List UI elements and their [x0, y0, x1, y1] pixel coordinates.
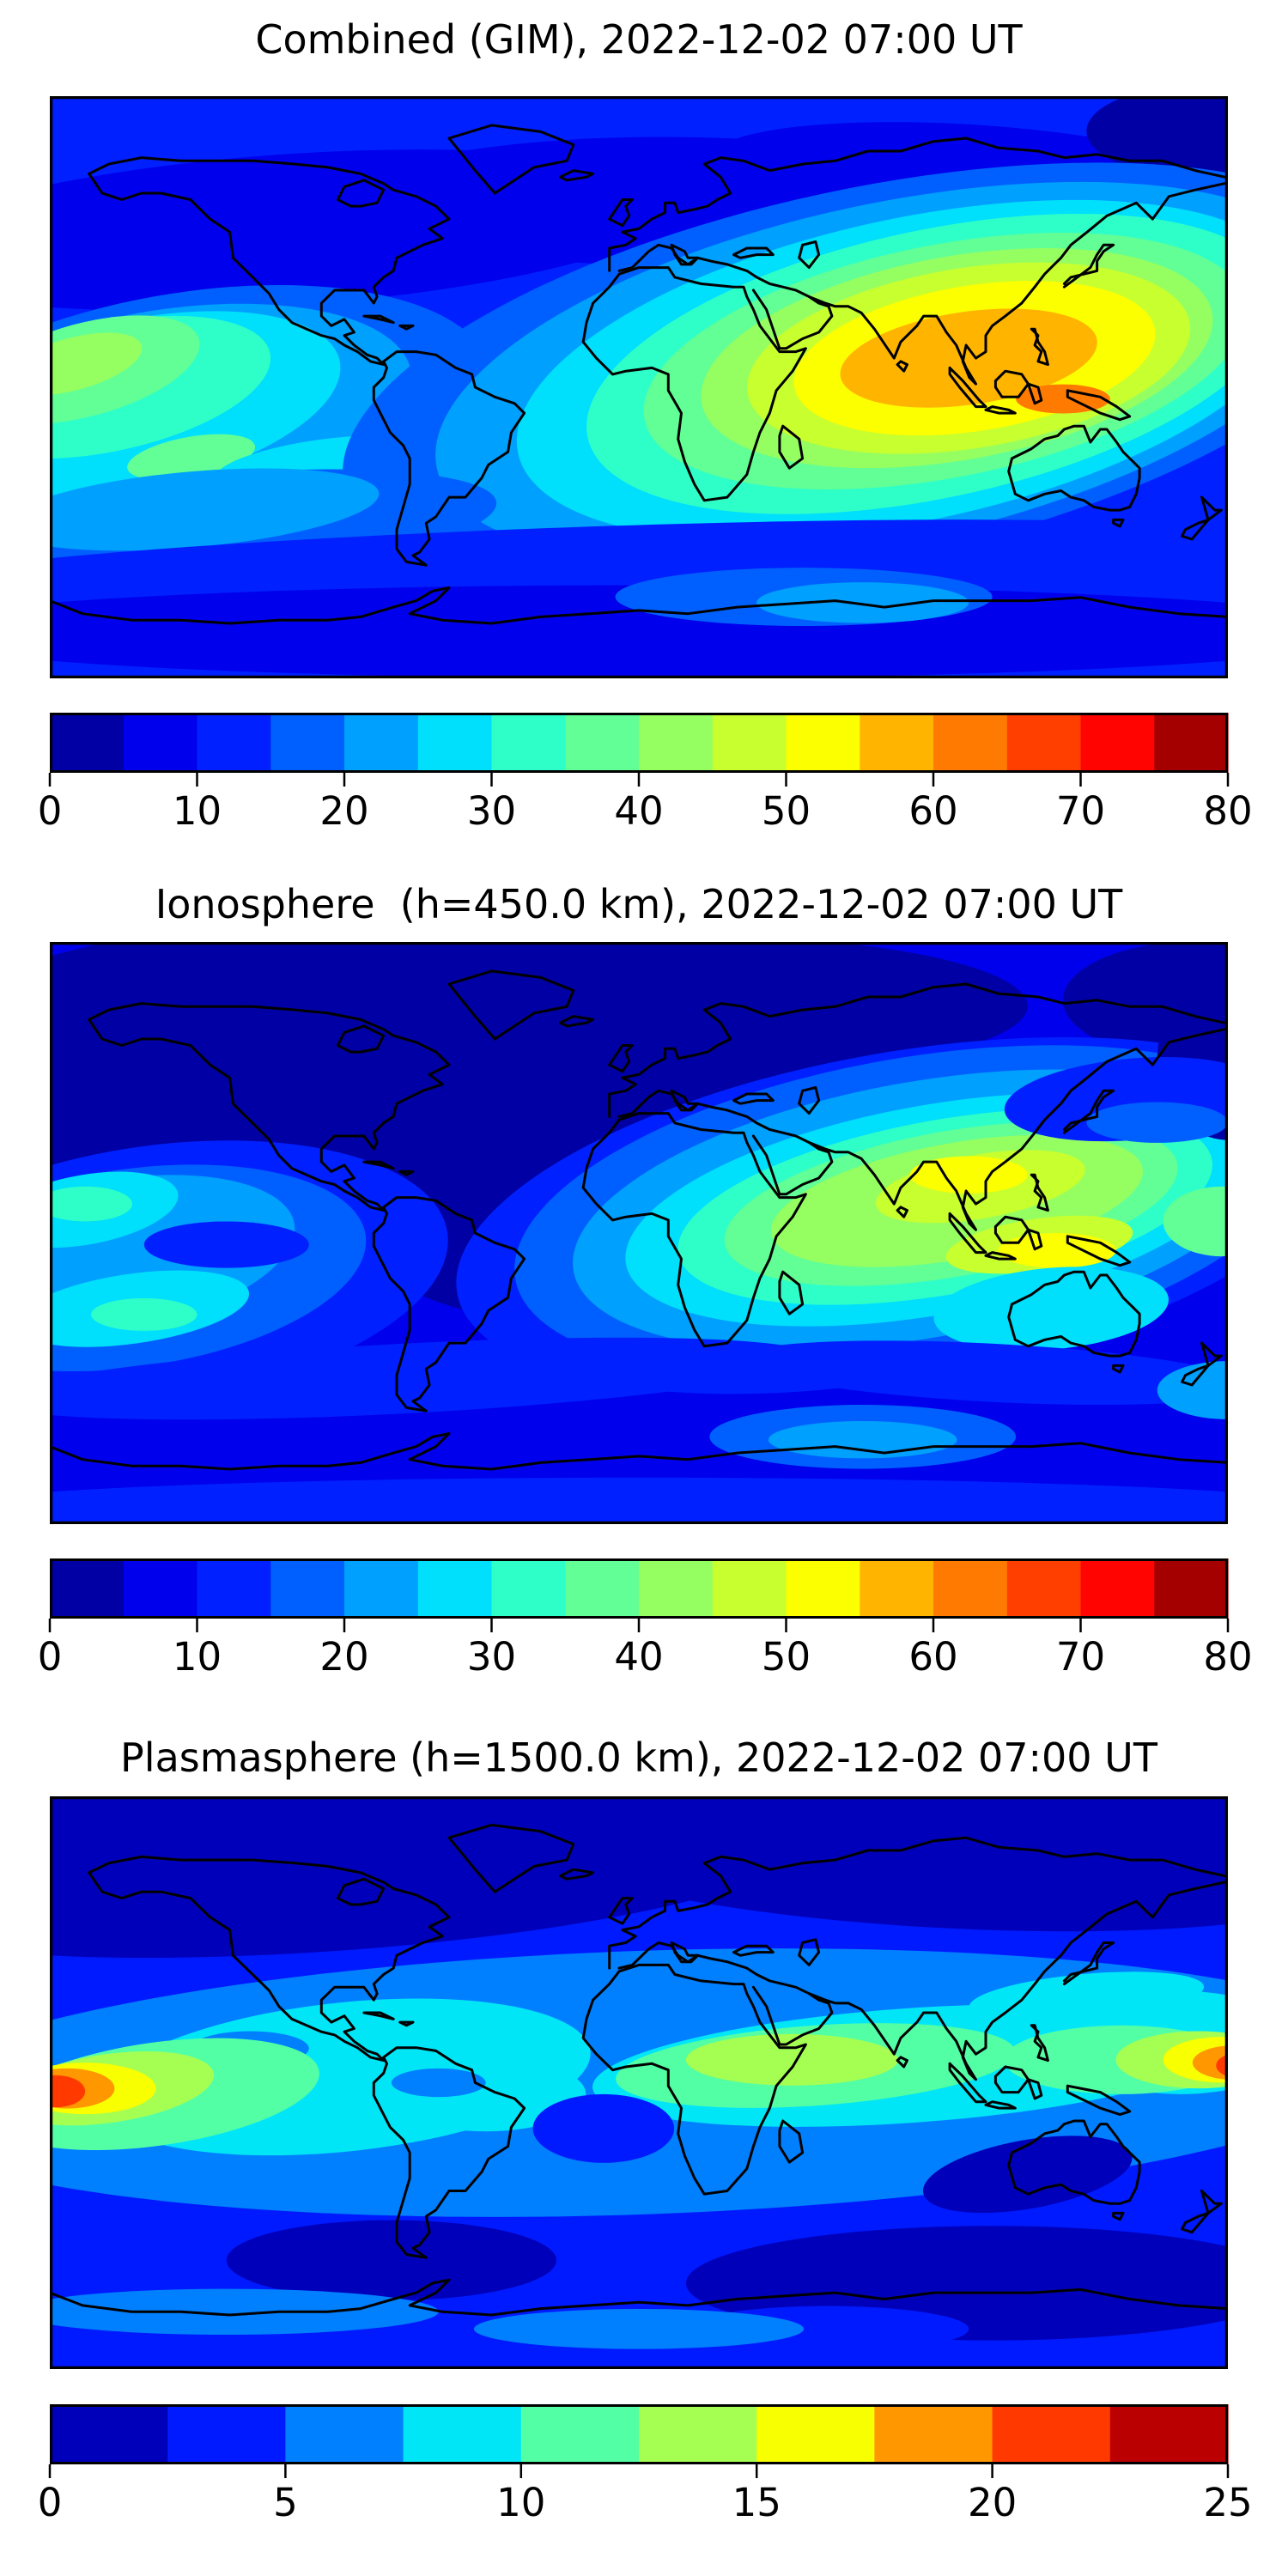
colorbar-segment	[491, 1558, 566, 1619]
colorbar-tick-label: 60	[908, 788, 957, 834]
colorbar-segment	[50, 2404, 168, 2464]
colorbar-segment	[1109, 2404, 1229, 2464]
coastline-path	[50, 1823, 1228, 2317]
map-combined-gim	[50, 96, 1228, 678]
colorbar-tick-label: 0	[38, 788, 63, 834]
colorbar-segment	[285, 2404, 404, 2464]
colorbar-segment	[123, 1558, 198, 1619]
colorbar-segment	[565, 713, 640, 773]
colorbar-segment	[992, 2404, 1111, 2464]
colorbar-segment	[712, 713, 787, 773]
colorbar-svg: 0 10 20 30 40 50 60 70 80	[38, 1558, 1253, 1680]
map-border	[50, 1796, 1228, 2369]
colorbar-segment	[756, 2404, 875, 2464]
colorbar-tick-label: 20	[968, 2480, 1017, 2525]
colorbar-border	[50, 1558, 1228, 1619]
world-map-svg	[50, 96, 1228, 678]
colorbar-tick-label: 40	[614, 788, 663, 834]
map-border	[50, 942, 1228, 1524]
coastline-path	[50, 124, 1228, 625]
colorbar-tick-label: 80	[1203, 788, 1252, 834]
map-title-combined: Combined (GIM), 2022-12-02 07:00 UT	[255, 16, 1023, 63]
colorbar-svg: 0 5 10 15 20 25	[38, 2404, 1253, 2525]
colorbar-tick-label: 25	[1203, 2480, 1252, 2525]
colorbar-segment	[403, 2404, 522, 2464]
colorbar-tick-label: 10	[173, 788, 222, 834]
colorbar-segment	[197, 1558, 271, 1619]
colorbar-tick-label: 5	[273, 2480, 298, 2525]
colorbar-segment	[417, 1558, 493, 1619]
colorbar-segment	[123, 713, 198, 773]
colorbar-segment	[860, 1558, 934, 1619]
colorbar-tick-label: 20	[319, 1634, 368, 1680]
colorbar-tick-label: 50	[762, 788, 811, 834]
colorbar-segment	[639, 713, 714, 773]
colorbar-segment	[933, 713, 1008, 773]
map-title-ionosphere: Ionosphere (h=450.0 km), 2022-12-02 07:0…	[155, 881, 1123, 927]
colorbar-tick-label: 40	[614, 1634, 663, 1680]
colorbar-tick-label: 20	[319, 788, 368, 834]
colorbar-segment	[344, 1558, 419, 1619]
colorbar-segment	[417, 713, 493, 773]
colorbar-segment	[639, 1558, 714, 1619]
colorbar-segment	[197, 713, 271, 773]
colorbar-border	[50, 713, 1228, 773]
colorbar-combined: 0 10 20 30 40 50 60 70 80	[38, 713, 1253, 834]
colorbar-segment	[1080, 1558, 1155, 1619]
colorbar-svg: 0 10 20 30 40 50 60 70 80	[38, 713, 1253, 834]
world-map-svg	[50, 942, 1228, 1524]
colorbar-tick-label: 10	[496, 2480, 545, 2525]
colorbar-tick-label: 70	[1056, 1634, 1105, 1680]
colorbar-segment	[270, 713, 345, 773]
colorbar-tick-label: 70	[1056, 788, 1105, 834]
colorbar-tick-label: 60	[908, 1634, 957, 1680]
colorbar-segment	[344, 713, 419, 773]
colorbar-plasmasphere: 0 5 10 15 20 25	[38, 2404, 1253, 2525]
colorbar-segment	[1006, 713, 1082, 773]
colorbar-tick-label: 30	[467, 788, 516, 834]
colorbar-segment	[167, 2404, 286, 2464]
colorbar-tick-label: 0	[38, 2480, 63, 2525]
colorbar-segment	[874, 2404, 993, 2464]
contour-field	[50, 942, 1228, 1524]
colorbar-segment	[860, 713, 934, 773]
colorbar-tick-label: 50	[762, 1634, 811, 1680]
colorbar-segment	[270, 1558, 345, 1619]
colorbar-tick-label: 30	[467, 1634, 516, 1680]
colorbar-segment	[520, 2404, 640, 2464]
colorbar-tick-label: 0	[38, 1634, 63, 1680]
map-border	[50, 96, 1228, 678]
map-plasmasphere	[50, 1796, 1228, 2369]
colorbar-segment	[712, 1558, 787, 1619]
colorbar-border	[50, 2404, 1228, 2464]
colorbar-segment	[50, 1558, 125, 1619]
colorbar-segment	[491, 713, 566, 773]
colorbar-ionosphere: 0 10 20 30 40 50 60 70 80	[38, 1558, 1253, 1680]
colorbar-segment	[933, 1558, 1008, 1619]
colorbar-tick-label: 15	[732, 2480, 781, 2525]
colorbar-segment	[1154, 1558, 1229, 1619]
map-ionosphere	[50, 942, 1228, 1524]
colorbar-tick-label: 10	[173, 1634, 222, 1680]
map-title-plasmasphere: Plasmasphere (h=1500.0 km), 2022-12-02 0…	[120, 1735, 1157, 1781]
world-map-svg	[50, 1796, 1228, 2369]
colorbar-segment	[50, 713, 125, 773]
colorbar-segment	[1006, 1558, 1082, 1619]
colorbar-segment	[786, 713, 860, 773]
colorbar-segment	[1154, 713, 1229, 773]
colorbar-segment	[565, 1558, 640, 1619]
colorbar-segment	[1080, 713, 1155, 773]
contour-field	[50, 1796, 1228, 2352]
coastline-path	[50, 969, 1228, 1471]
colorbar-segment	[786, 1558, 860, 1619]
colorbar-segment	[639, 2404, 757, 2464]
colorbar-tick-label: 80	[1203, 1634, 1252, 1680]
